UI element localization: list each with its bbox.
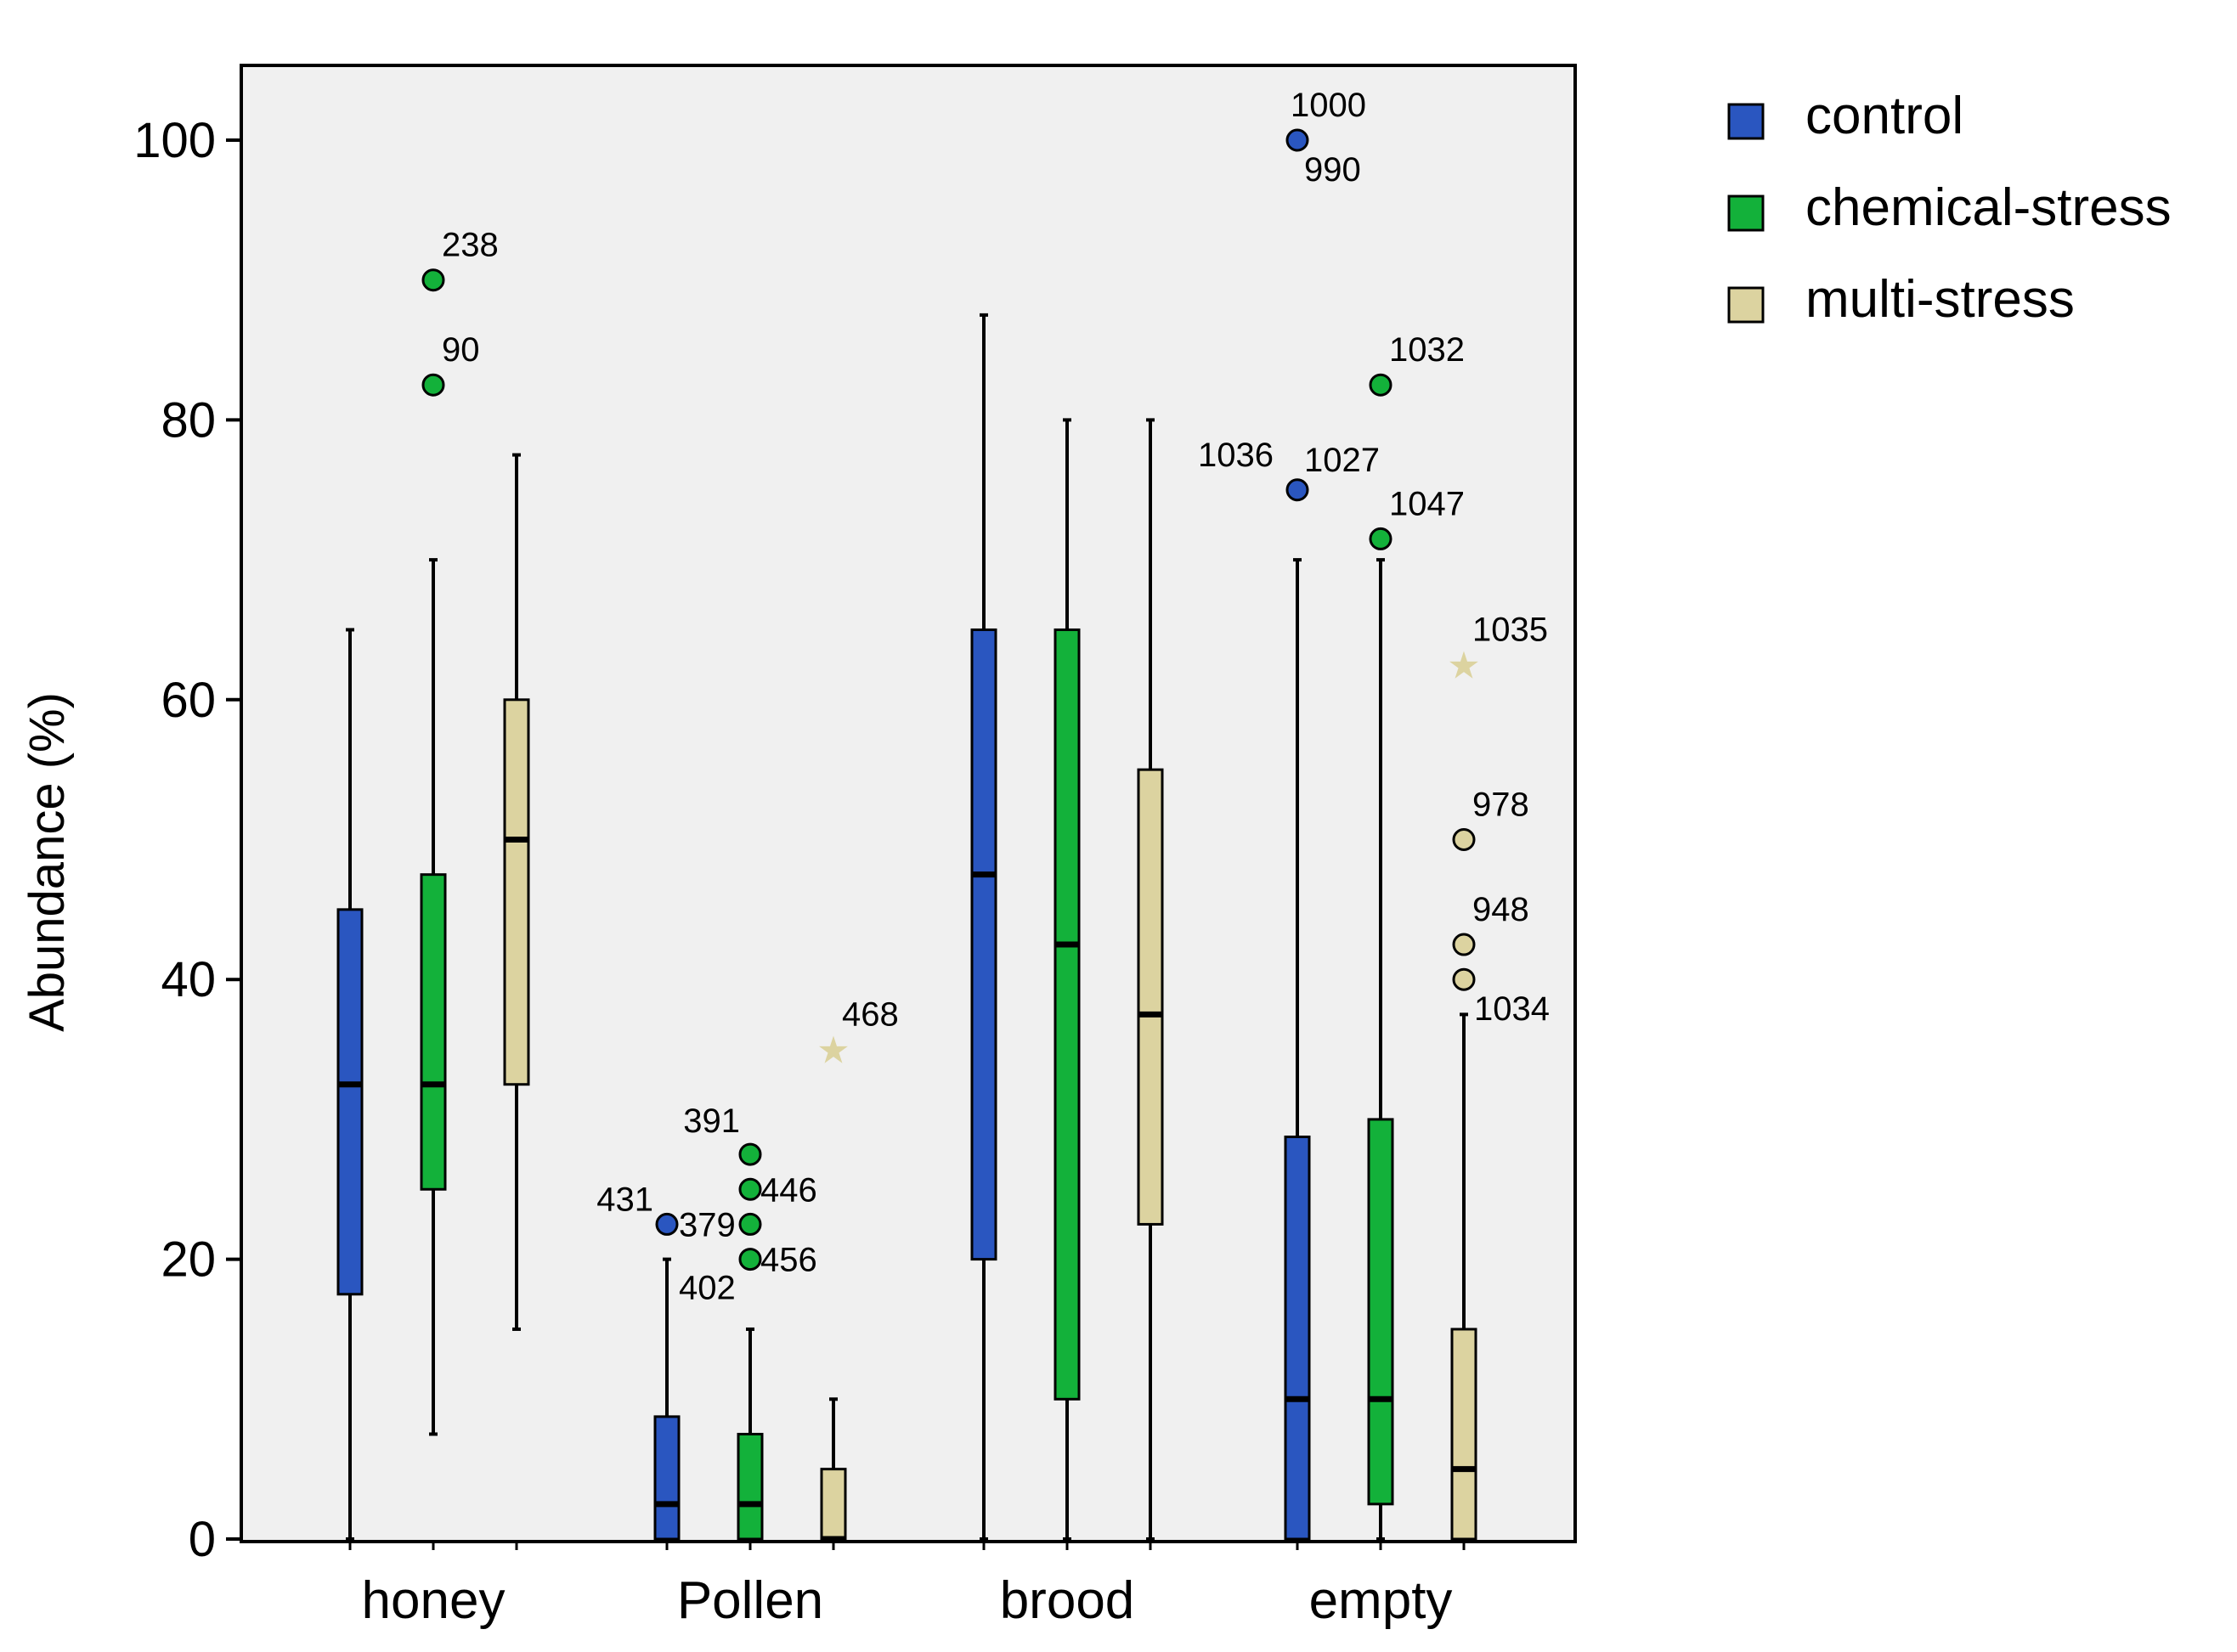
outlier-label: 948: [1472, 891, 1529, 928]
box-multi-stress-empty: [1450, 1012, 1477, 1541]
x-axis: honey Pollen brood empty: [348, 1542, 1466, 1630]
outlier-point: [738, 1248, 762, 1271]
box-chemical-stress-brood: [1054, 418, 1081, 1541]
box: [970, 628, 997, 1261]
outlier-label: 391: [683, 1102, 740, 1140]
legend-label: multi-stress: [1805, 270, 2075, 329]
legend-swatch: [1727, 103, 1765, 140]
y-axis-title: Abundance (%): [20, 692, 75, 1032]
box: [1054, 628, 1081, 1401]
outlier-label: 379: [679, 1206, 736, 1243]
outlier-point: [655, 1212, 679, 1236]
box: [336, 908, 364, 1296]
box-chemical-stress-honey: [420, 558, 447, 1436]
box: [1284, 1135, 1311, 1541]
box: [503, 698, 530, 1086]
outlier-label: 456: [760, 1242, 817, 1279]
box: [1450, 1328, 1477, 1541]
outlier-point: [738, 1142, 762, 1166]
legend-swatch: [1727, 195, 1765, 232]
box-control-brood: [970, 313, 997, 1541]
box: [737, 1432, 764, 1541]
outlier-label: 238: [442, 227, 499, 264]
outlier-label: 1000: [1291, 87, 1366, 124]
box-chemical-stress-empty: [1367, 558, 1394, 1541]
box-control-Pollen: [653, 1257, 681, 1541]
outlier-label: 1036: [1198, 437, 1274, 474]
outlier-point: [1285, 478, 1309, 502]
box: [1367, 1118, 1394, 1506]
outlier-star: ★: [1447, 646, 1480, 687]
y-tick-label: 40: [161, 952, 216, 1007]
category-label: empty: [1309, 1571, 1453, 1630]
outlier-point: [1285, 128, 1309, 152]
box-multi-stress-honey: [503, 453, 530, 1331]
outlier-label: 446: [760, 1171, 817, 1209]
legend-label: control: [1805, 87, 1963, 145]
outlier-label: 431: [596, 1181, 653, 1218]
outlier-label: 468: [842, 996, 899, 1034]
y-tick-label: 0: [189, 1512, 216, 1567]
box-control-honey: [336, 628, 364, 1541]
plot-area: [240, 64, 1577, 1543]
box: [420, 873, 447, 1191]
outlier-label: 978: [1472, 787, 1529, 824]
outlier-label: 990: [1304, 151, 1361, 189]
outlier-point: [1452, 933, 1476, 956]
outlier-star: ★: [816, 1030, 850, 1072]
outlier-point: [421, 373, 445, 397]
box: [1137, 768, 1164, 1226]
category-label: Pollen: [677, 1571, 823, 1630]
outlier-point: [1452, 828, 1476, 851]
outlier-points: 431 379 402 1000 990 1036 1027 238 90 391 446 456 10…: [421, 87, 1550, 1306]
box-chemical-stress-Pollen: [737, 1327, 764, 1541]
outlier-point: [1452, 967, 1476, 991]
y-axis: 0 20 40 60 80 100: [133, 113, 241, 1567]
category-label: honey: [362, 1571, 506, 1630]
outlier-point: [738, 1177, 762, 1201]
box-multi-stress-Pollen: [820, 1397, 847, 1542]
category-label: brood: [1000, 1571, 1135, 1630]
y-tick-label: 80: [161, 392, 216, 448]
box: [820, 1468, 847, 1541]
box: [653, 1415, 681, 1541]
outlier-label: 1047: [1389, 485, 1465, 522]
outlier-point: [421, 268, 445, 292]
outlier-label: 1032: [1389, 331, 1465, 369]
outlier-label: 1027: [1304, 442, 1380, 479]
legend: control chemical-stress multi-stress: [1727, 87, 2172, 329]
outlier-label: 90: [442, 331, 480, 369]
box-series: [336, 313, 1477, 1542]
outlier-label: 402: [679, 1269, 736, 1306]
legend-label: chemical-stress: [1805, 178, 2172, 237]
outlier-point: [1369, 373, 1392, 397]
outlier-label: 1034: [1474, 990, 1550, 1028]
legend-swatch: [1727, 286, 1765, 324]
y-tick-label: 100: [133, 113, 216, 168]
box-control-empty: [1284, 558, 1311, 1541]
box-multi-stress-brood: [1137, 418, 1164, 1541]
y-tick-label: 60: [161, 673, 216, 728]
y-tick-label: 20: [161, 1232, 216, 1288]
outlier-point: [738, 1212, 762, 1236]
outlier-label: 1035: [1472, 612, 1548, 649]
outlier-point: [1369, 527, 1392, 550]
